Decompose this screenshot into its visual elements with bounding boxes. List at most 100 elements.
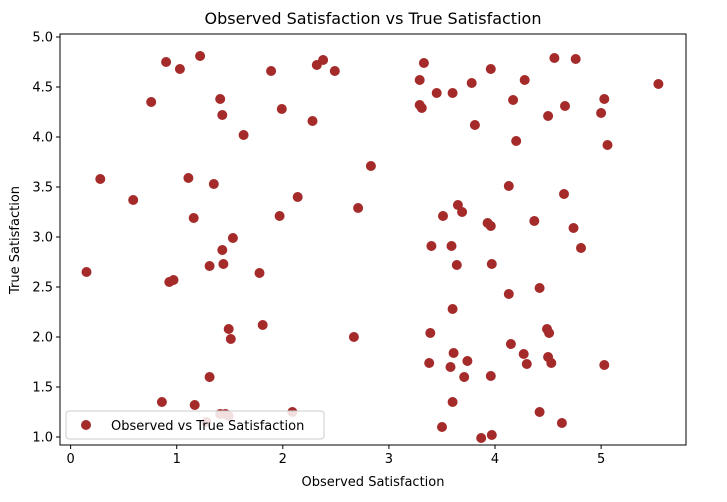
y-tick-label: 1.5 (32, 381, 53, 396)
data-point (217, 245, 228, 255)
data-point (217, 110, 228, 120)
data-point (447, 304, 458, 314)
data-point (602, 140, 613, 150)
data-point (156, 397, 167, 407)
data-point (81, 267, 92, 277)
data-point (414, 75, 425, 85)
y-tick-label: 5.0 (32, 31, 53, 46)
data-point (485, 371, 496, 381)
data-point (195, 51, 206, 61)
data-point (168, 275, 179, 285)
data-point (223, 324, 234, 334)
plot-area-frame (59, 33, 687, 446)
x-axis-label: Observed Satisfaction (302, 475, 445, 490)
legend: Observed vs True Satisfaction (65, 410, 325, 440)
data-point (451, 260, 462, 270)
data-point (568, 223, 579, 233)
data-point (559, 189, 569, 199)
data-point (215, 94, 226, 104)
data-point (257, 320, 268, 330)
data-point (505, 339, 516, 349)
y-tick-label: 2.0 (32, 331, 53, 346)
data-point (599, 94, 610, 104)
data-point (329, 66, 340, 76)
data-point (266, 66, 277, 76)
data-point (519, 75, 530, 85)
data-point (534, 283, 545, 293)
data-point (426, 241, 437, 251)
legend-label: Observed vs True Satisfaction (111, 419, 304, 434)
data-point (599, 360, 610, 370)
data-point (596, 108, 607, 118)
chart-title: Observed Satisfaction vs True Satisfacti… (205, 9, 542, 28)
data-point (365, 161, 376, 171)
data-point (462, 356, 473, 366)
data-point (353, 203, 364, 213)
data-point (183, 173, 194, 183)
data-point (188, 213, 199, 223)
data-point (292, 192, 303, 202)
y-tick-label: 4.0 (32, 131, 53, 146)
y-axis: 1.0 1.5 2.0 2.5 3.0 3.5 4.0 4.5 5.0 (32, 31, 60, 446)
x-tick-label: 4 (491, 452, 499, 467)
data-point (503, 181, 514, 191)
data-point (459, 372, 470, 382)
data-point (318, 55, 329, 65)
data-point (518, 349, 529, 359)
data-point (128, 195, 139, 205)
data-point (469, 120, 480, 130)
data-point (529, 216, 540, 226)
data-point (543, 111, 554, 121)
data-point (238, 130, 249, 140)
data-point (445, 362, 456, 372)
data-point (189, 400, 200, 410)
data-point (204, 261, 215, 271)
x-tick-label: 0 (66, 452, 74, 467)
data-point (521, 359, 532, 369)
data-point (424, 358, 435, 368)
x-tick-label: 5 (597, 452, 605, 467)
data-point (146, 97, 157, 107)
data-point (534, 407, 545, 417)
x-axis: 0 1 2 3 4 5 (66, 445, 605, 467)
data-point (457, 207, 468, 217)
data-point (208, 179, 219, 189)
data-point (227, 233, 238, 243)
data-point (546, 358, 557, 368)
data-point (485, 64, 496, 74)
data-point (447, 397, 458, 407)
data-point (161, 57, 172, 67)
data-point (225, 334, 236, 344)
data-point (486, 430, 497, 440)
data-point (446, 241, 457, 251)
data-point (570, 54, 581, 64)
data-point (416, 103, 427, 113)
legend-box (65, 410, 325, 440)
y-tick-label: 4.5 (32, 81, 53, 96)
data-point (486, 259, 497, 269)
data-point (485, 221, 496, 231)
data-point (274, 211, 285, 221)
data-point (653, 79, 664, 89)
x-tick-label: 1 (173, 452, 181, 467)
data-point (560, 101, 570, 111)
data-point (418, 58, 429, 68)
data-point (544, 328, 555, 338)
y-tick-label: 1.0 (32, 431, 53, 446)
data-point (556, 418, 567, 428)
y-tick-label: 2.5 (32, 281, 53, 296)
data-point (425, 328, 436, 338)
data-point (466, 78, 477, 88)
data-point (476, 433, 487, 443)
data-point (431, 88, 442, 98)
data-point (95, 174, 106, 184)
data-point (254, 268, 265, 278)
legend-marker (81, 420, 91, 430)
data-point (348, 332, 359, 342)
y-axis-label: True Satisfaction (8, 186, 23, 295)
y-tick-label: 3.0 (32, 231, 53, 246)
data-point (549, 53, 560, 63)
data-point (276, 104, 287, 114)
data-point (437, 422, 447, 432)
